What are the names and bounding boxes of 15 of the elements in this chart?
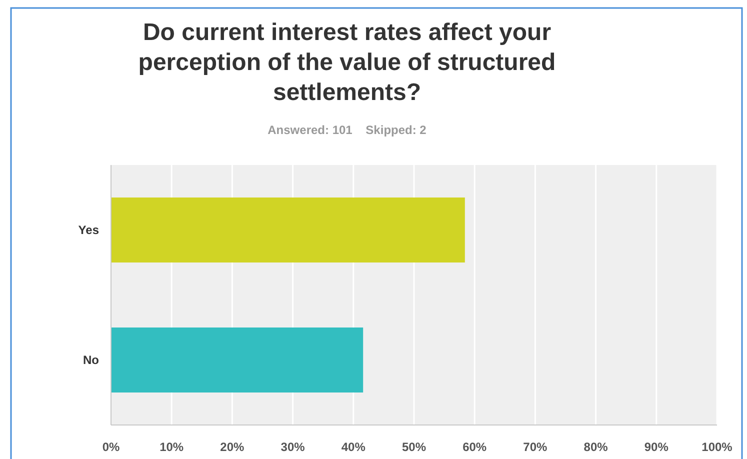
x-tick-label: 80% [584, 440, 608, 454]
x-tick-label: 100% [702, 440, 733, 454]
x-tick-label: 60% [462, 440, 487, 454]
x-tick-label: 90% [644, 440, 669, 454]
x-tick-label: 70% [523, 440, 548, 454]
x-tick-label: 40% [341, 440, 366, 454]
x-tick-label: 20% [220, 440, 245, 454]
x-tick-label: 10% [160, 440, 184, 454]
y-tick-label: No [83, 353, 99, 368]
x-tick-label: 50% [402, 440, 426, 454]
chart-subtitle: Answered: 101 Skipped: 2 [268, 123, 427, 137]
chart-title: Do current interest rates affect your perception of the value of structured settlements? [138, 19, 556, 106]
x-tick-label: 30% [280, 440, 306, 454]
x-tick-label: 0% [102, 440, 120, 454]
y-tick-label: Yes [78, 223, 100, 238]
